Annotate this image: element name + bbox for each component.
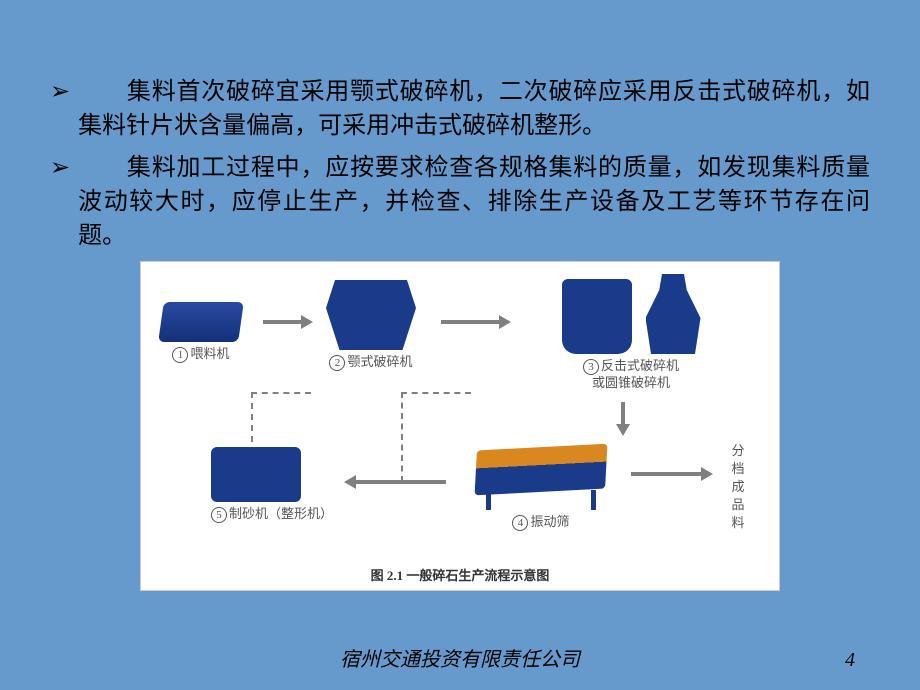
bullet-item: ➢ 集料首次破碎宜采用颚式破碎机，二次破碎应采用反击式破碎机，如集料针片状含量偏… <box>50 75 870 143</box>
jaw-icon <box>326 280 416 350</box>
slide-content: ➢ 集料首次破碎宜采用颚式破碎机，二次破碎应采用反击式破碎机，如集料针片状含量偏… <box>0 0 920 591</box>
arrow-icon <box>263 320 301 324</box>
bullet-text: 集料首次破碎宜采用颚式破碎机，二次破碎应采用反击式破碎机，如集料针片状含量偏高，… <box>78 75 870 143</box>
diagram-caption: 图 2.1 一般碎石生产流程示意图 <box>141 565 779 584</box>
screen-icon <box>475 444 608 496</box>
node-impact: 3反击式破碎机 或圆锥破碎机 <box>531 274 731 391</box>
node-feeder: 1喂料机 <box>161 302 241 363</box>
num-5: 5 <box>211 507 227 523</box>
output-label: 分档成品料 <box>731 442 745 532</box>
flow-diagram: 1喂料机 2颚式破碎机 3反击式破碎机 或圆锥破碎机 <box>140 261 780 591</box>
bullet-marker: ➢ <box>50 75 70 143</box>
arrow-icon <box>356 480 446 484</box>
jaw-label: 2颚式破碎机 <box>326 354 416 371</box>
num-3: 3 <box>583 359 599 375</box>
impact-icon <box>562 279 632 354</box>
arrow-icon <box>441 320 499 324</box>
impact-label: 3反击式破碎机 或圆锥破碎机 <box>531 358 731 391</box>
bullet-1-text: 集料首次破碎宜采用颚式破碎机，二次破碎应采用反击式破碎机，如集料针片状含量偏高，… <box>78 79 870 139</box>
bullet-text: 集料加工过程中，应按要求检查各规格集料的质量，如发现集料质量波动较大时，应停止生… <box>78 151 870 253</box>
sand-icon <box>211 447 301 502</box>
cone-icon <box>646 274 701 354</box>
arrow-icon <box>621 402 625 424</box>
bullet-2-text: 集料加工过程中，应按要求检查各规格集料的质量，如发现集料质量波动较大时，应停止生… <box>78 155 870 249</box>
dashed-path <box>401 392 471 482</box>
arrow-icon <box>631 472 701 476</box>
screen-label: 4振动筛 <box>476 514 606 531</box>
bullet-item: ➢ 集料加工过程中，应按要求检查各规格集料的质量，如发现集料质量波动较大时，应停… <box>50 151 870 253</box>
dashed-path <box>251 392 311 442</box>
node-screen: 4振动筛 <box>476 447 606 531</box>
sand-label: 5制砂机（整形机） <box>211 506 333 523</box>
feeder-label: 1喂料机 <box>161 346 241 363</box>
node-jaw: 2颚式破碎机 <box>326 280 416 371</box>
num-2: 2 <box>329 355 345 371</box>
page-number: 4 <box>845 649 855 672</box>
feeder-icon <box>158 302 244 342</box>
footer-company: 宿州交通投资有限责任公司 <box>0 643 920 672</box>
node-sand: 5制砂机（整形机） <box>211 447 333 523</box>
num-1: 1 <box>172 347 188 363</box>
bullet-marker: ➢ <box>50 151 70 253</box>
num-4: 4 <box>512 515 528 531</box>
